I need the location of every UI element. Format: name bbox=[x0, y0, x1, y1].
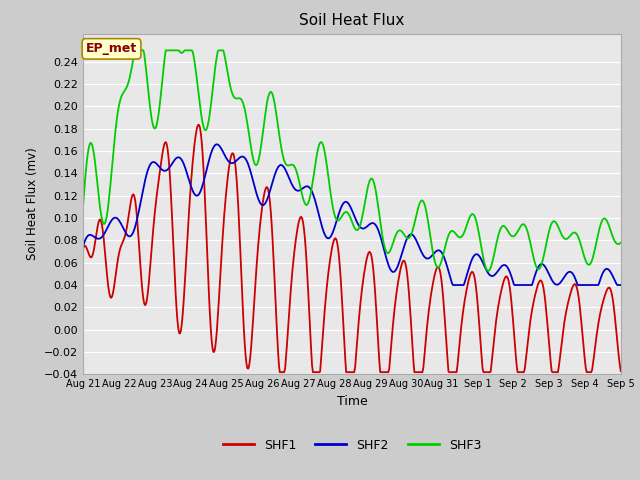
SHF1 bbox=[617, 368, 625, 374]
SHF3 bbox=[397, 228, 404, 234]
SHF1 bbox=[440, 305, 448, 311]
SHF1 bbox=[276, 369, 284, 375]
Text: EP_met: EP_met bbox=[86, 42, 137, 55]
SHF2 bbox=[397, 254, 404, 260]
Line: SHF2: SHF2 bbox=[83, 144, 621, 285]
SHF1 bbox=[218, 240, 226, 245]
SHF2 bbox=[439, 252, 447, 258]
SHF2 bbox=[218, 148, 226, 154]
SHF3 bbox=[323, 166, 331, 172]
SHF2 bbox=[323, 235, 331, 241]
Line: SHF3: SHF3 bbox=[83, 50, 621, 271]
Line: SHF1: SHF1 bbox=[83, 125, 621, 372]
SHF3 bbox=[484, 268, 492, 274]
SHF3 bbox=[218, 48, 226, 53]
Title: Soil Heat Flux: Soil Heat Flux bbox=[300, 13, 404, 28]
SHF3 bbox=[79, 202, 87, 207]
SHF1 bbox=[324, 271, 332, 277]
SHF3 bbox=[486, 267, 493, 273]
X-axis label: Time: Time bbox=[337, 395, 367, 408]
SHF2 bbox=[175, 155, 182, 160]
SHF2 bbox=[79, 243, 87, 249]
Y-axis label: Soil Heat Flux (mv): Soil Heat Flux (mv) bbox=[26, 148, 38, 260]
SHF2 bbox=[486, 272, 493, 278]
SHF1 bbox=[79, 245, 87, 251]
SHF1 bbox=[175, 326, 182, 332]
SHF1 bbox=[486, 369, 493, 375]
SHF1 bbox=[398, 261, 406, 267]
SHF3 bbox=[131, 48, 139, 53]
SHF1 bbox=[195, 122, 203, 128]
SHF3 bbox=[617, 240, 625, 246]
SHF2 bbox=[617, 282, 625, 288]
Legend: SHF1, SHF2, SHF3: SHF1, SHF2, SHF3 bbox=[218, 434, 486, 457]
SHF2 bbox=[449, 282, 457, 288]
SHF3 bbox=[439, 252, 447, 258]
SHF3 bbox=[175, 48, 183, 54]
SHF2 bbox=[213, 142, 221, 147]
